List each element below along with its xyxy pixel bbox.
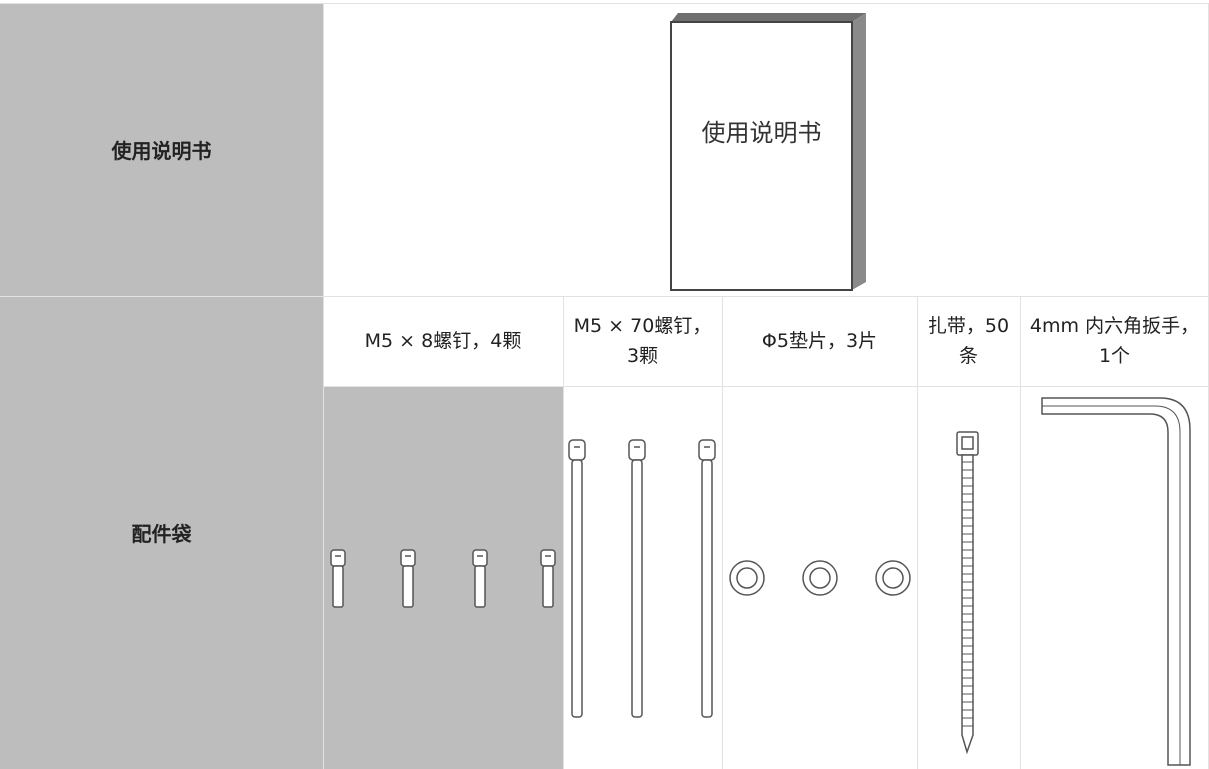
manual-book-illustration	[670, 13, 866, 291]
long-screws	[568, 439, 716, 718]
book-label: 使用说明书	[701, 118, 822, 147]
item-header: M5 × 8螺钉，4颗	[364, 330, 522, 352]
row-label: 使用说明书	[111, 139, 212, 163]
item-header: Φ5垫片，3片	[761, 330, 878, 352]
item-header: 扎带，50条	[927, 315, 1010, 367]
hex-wrench	[1041, 397, 1191, 766]
zip-tie	[956, 431, 979, 755]
item-header: M5 × 70螺钉，3颗	[573, 315, 712, 367]
item-header: 4mm 内六角扳手，1个	[1029, 315, 1200, 367]
table-borders	[0, 3, 1209, 769]
row-label: 配件袋	[131, 522, 192, 546]
row-header-bg	[0, 3, 323, 769]
short-screws	[330, 549, 556, 608]
washers	[729, 560, 911, 596]
screw-cell-bg	[323, 386, 563, 769]
